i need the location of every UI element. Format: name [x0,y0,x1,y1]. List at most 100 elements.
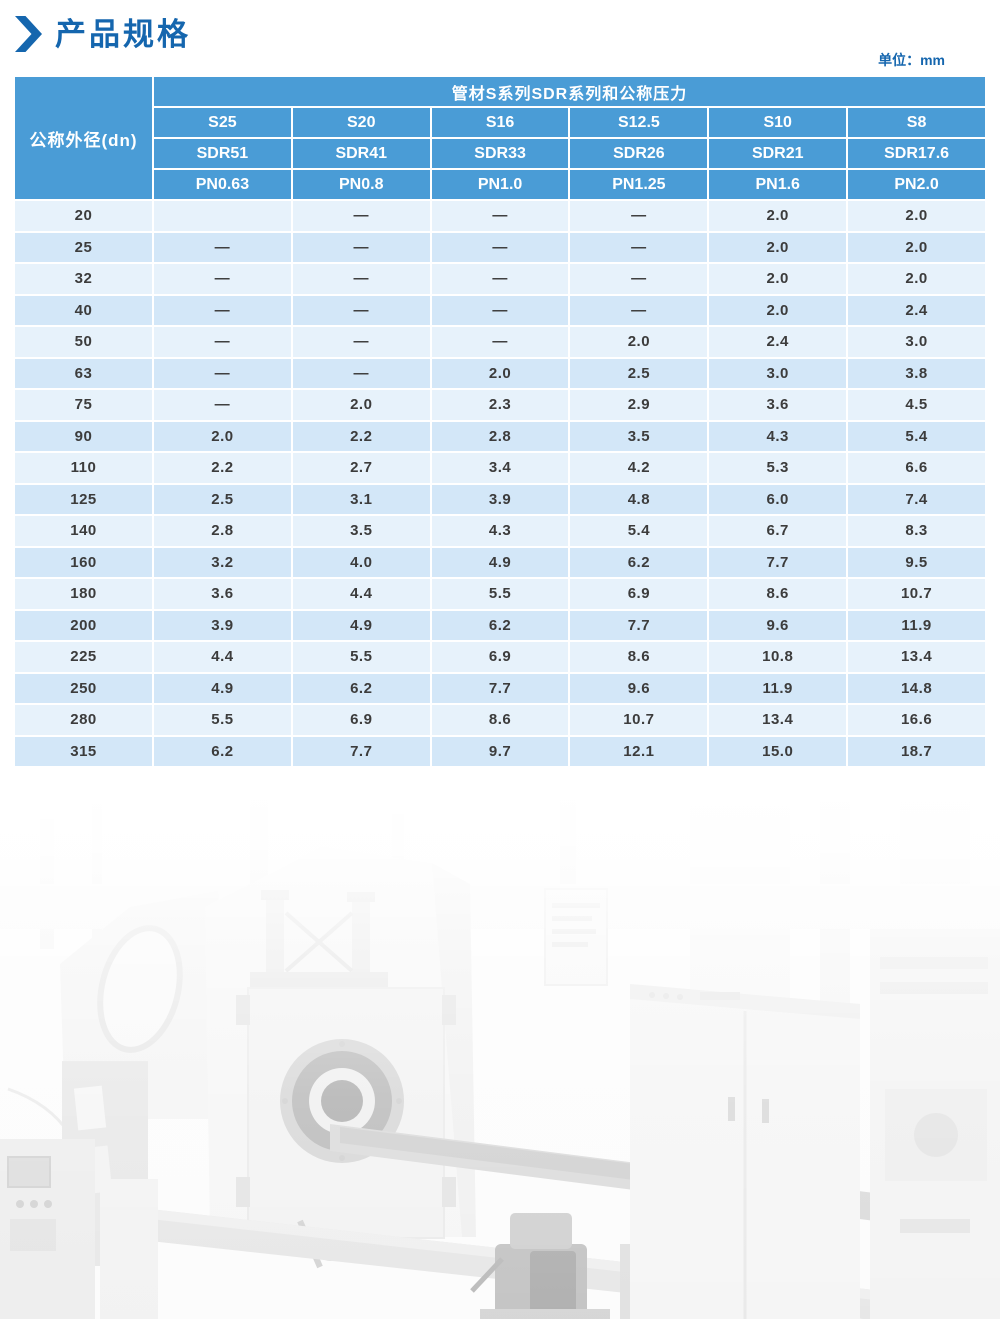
value-cell: 2.3 [429,388,571,422]
table-row: 40— — — —2.0 2.4 [13,293,987,327]
value-cell: 5.3 [707,451,849,485]
value-cell: 8.6 [568,640,710,674]
dn-cell: 280 [13,703,154,737]
value-cell: 2.5 [152,482,293,516]
value-cell: 10.7 [568,703,710,737]
value-cell: — [290,230,432,264]
dn-cell: 75 [13,388,154,422]
value-cell: — [429,325,571,359]
value-cell: 2.2 [290,419,432,453]
value-cell: 4.4 [152,640,293,674]
table-row: 25— — — —2.0 2.0 [13,230,987,264]
table-head: 公称外径(dn) 管材S系列SDR系列和公称压力 S25 S20 S16 S12.5 S… [13,75,987,201]
value-cell: 16.6 [846,703,987,737]
value-cell: 3.5 [568,419,710,453]
value-cell: 6.9 [290,703,432,737]
value-cell: — [152,325,293,359]
chevron-right-icon [15,16,42,52]
value-cell: 7.7 [568,608,710,642]
unit-label: 单位：mm [878,52,945,68]
value-cell: 3.4 [429,451,571,485]
dn-cell: 110 [13,451,154,485]
value-cell: 4.2 [568,451,710,485]
table-row: 140 2.8 3.5 4.3 5.4 6.7 8.3 [13,514,987,548]
value-cell: 7.4 [846,482,987,516]
value-cell: 2.8 [152,514,293,548]
value-cell: — [429,199,571,233]
value-cell: 8.6 [707,577,849,611]
value-cell: 2.0 [429,356,571,390]
value-cell: 14.8 [846,671,987,705]
sdr-label-cell: SDR33 [429,137,571,170]
page-title: 产品规格 [55,16,191,52]
value-cell: 5.4 [568,514,710,548]
value-cell: 3.1 [290,482,432,516]
dn-cell: 200 [13,608,154,642]
table-group-header: 管材S系列SDR系列和公称压力 [152,75,987,108]
value-cell: — [429,293,571,327]
value-cell: 2.0 [846,262,987,296]
value-cell: 6.2 [152,734,293,768]
value-cell: — [568,293,710,327]
value-cell: 2.0 [568,325,710,359]
value-cell: — [290,262,432,296]
table-row: 20— — —2.0 2.0 [13,199,987,233]
value-cell: 10.7 [846,577,987,611]
table-row: 50— — —2.0 2.4 3.0 [13,325,987,359]
value-cell: 18.7 [846,734,987,768]
value-cell: — [568,230,710,264]
value-cell: 5.5 [290,640,432,674]
s-label-cell: S16 [429,106,571,139]
value-cell: 4.9 [429,545,571,579]
value-cell: 5.5 [429,577,571,611]
value-cell: 2.0 [152,419,293,453]
value-cell: — [152,356,293,390]
value-cell: 4.4 [290,577,432,611]
value-cell: 4.3 [707,419,849,453]
value-cell: 3.6 [707,388,849,422]
value-cell: 12.1 [568,734,710,768]
value-cell: 13.4 [707,703,849,737]
table-row: 63— —2.0 2.5 3.0 3.8 [13,356,987,390]
dn-cell: 50 [13,325,154,359]
pn-label-cell: PN0.8 [290,168,432,201]
value-cell: — [290,293,432,327]
dn-cell: 20 [13,199,154,233]
value-cell: 2.0 [846,199,987,233]
value-cell: 2.9 [568,388,710,422]
value-cell: 8.6 [429,703,571,737]
value-cell: 7.7 [707,545,849,579]
section-header: 产品规格 [15,16,191,52]
table-row: 280 5.5 6.9 8.6 10.7 13.4 16.6 [13,703,987,737]
value-cell: 2.0 [290,388,432,422]
pn-label-cell: PN1.0 [429,168,571,201]
value-cell: 2.5 [568,356,710,390]
s-label-cell: S25 [152,106,293,139]
dn-cell: 90 [13,419,154,453]
value-cell: — [568,199,710,233]
value-cell: 3.9 [429,482,571,516]
table-row: 250 4.9 6.2 7.7 9.6 11.9 14.8 [13,671,987,705]
value-cell: — [290,199,432,233]
value-cell: 2.0 [846,230,987,264]
value-cell: 2.0 [707,293,849,327]
table-row: 225 4.4 5.5 6.9 8.6 10.8 13.4 [13,640,987,674]
sdr-label-cell: SDR17.6 [846,137,987,170]
value-cell: 15.0 [707,734,849,768]
value-cell: 5.4 [846,419,987,453]
dn-cell: 225 [13,640,154,674]
value-cell: 2.4 [707,325,849,359]
s-label-cell: S20 [290,106,432,139]
table-row-header: 公称外径(dn) [13,75,154,201]
value-cell: 2.0 [707,230,849,264]
dn-cell: 315 [13,734,154,768]
value-cell: 9.6 [568,671,710,705]
dn-cell: 250 [13,671,154,705]
dn-cell: 160 [13,545,154,579]
sdr-label-cell: SDR26 [568,137,710,170]
dn-cell: 140 [13,514,154,548]
value-cell: 11.9 [846,608,987,642]
value-cell: 6.9 [429,640,571,674]
value-cell: 2.0 [707,262,849,296]
sdr-label-cell: SDR41 [290,137,432,170]
